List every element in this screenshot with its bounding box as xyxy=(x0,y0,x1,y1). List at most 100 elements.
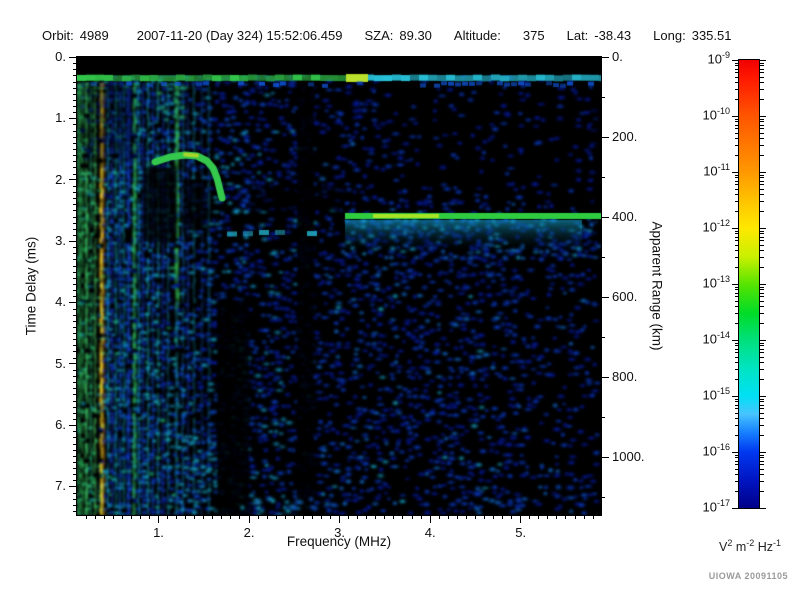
tick xyxy=(366,515,368,519)
tick xyxy=(73,406,77,408)
colorbar-tick xyxy=(760,132,764,134)
tick xyxy=(73,87,77,89)
tick xyxy=(302,515,304,519)
header-field-label: Orbit: xyxy=(42,28,74,43)
colorbar-tick xyxy=(734,177,738,179)
colorbar-decade-label: 10-14 xyxy=(702,330,730,347)
tick xyxy=(73,228,77,230)
colorbar-decade-label: 10-10 xyxy=(702,106,730,123)
colorbar-tick xyxy=(760,124,764,126)
tick xyxy=(73,93,77,95)
colorbar-tick xyxy=(734,460,738,462)
tick-label: 2. xyxy=(55,171,66,187)
tick xyxy=(583,515,585,519)
tick xyxy=(601,97,605,98)
tick xyxy=(556,515,558,519)
tick xyxy=(73,480,77,482)
colorbar-tick xyxy=(760,72,764,74)
colorbar-tick xyxy=(734,240,738,242)
colorbar-tick xyxy=(760,339,766,341)
colorbar-decade-label: 10-17 xyxy=(702,498,730,515)
tick xyxy=(73,222,77,224)
colorbar-tick xyxy=(734,174,738,176)
colorbar-tick xyxy=(760,289,764,291)
colorbar-tick xyxy=(734,352,738,354)
colorbar-tick xyxy=(734,313,738,315)
tick xyxy=(73,99,77,101)
header-field: SZA: 89.30 xyxy=(364,28,431,43)
tick xyxy=(266,515,268,519)
tick xyxy=(73,259,77,261)
tick xyxy=(69,179,77,181)
colorbar-tick xyxy=(734,289,738,291)
colorbar-tick xyxy=(734,481,738,483)
colorbar-tick xyxy=(760,227,766,229)
tick xyxy=(73,216,77,218)
colorbar-tick xyxy=(760,230,764,232)
colorbar-tick xyxy=(734,257,738,259)
colorbar-tick xyxy=(734,457,738,459)
tick xyxy=(601,296,609,298)
header-field-value: 335.51 xyxy=(691,28,732,43)
tick xyxy=(85,515,87,519)
colorbar-tick xyxy=(760,82,764,84)
header-field: Altitude: 375 xyxy=(454,28,545,43)
tick xyxy=(592,515,594,519)
colorbar-tick xyxy=(760,457,764,459)
header-field-value: 89.30 xyxy=(399,28,432,43)
colorbar-tick xyxy=(732,451,738,453)
tick xyxy=(73,492,77,494)
colorbar-tick xyxy=(760,118,764,120)
header-field: 2007-11-20 (Day 324) 15:52:06.459 xyxy=(131,28,343,43)
tick xyxy=(94,515,96,519)
tick-label: 1. xyxy=(55,110,66,126)
colorbar-tick xyxy=(760,65,764,67)
colorbar-tick xyxy=(734,132,738,134)
tick xyxy=(393,515,395,519)
tick xyxy=(212,515,214,519)
tick-label: 3. xyxy=(55,233,66,249)
colorbar-tick xyxy=(760,425,764,427)
tick xyxy=(73,376,77,378)
colorbar-tick xyxy=(734,468,738,470)
colorbar-tick xyxy=(760,138,764,140)
tick xyxy=(73,510,77,512)
colorbar-tick xyxy=(734,118,738,120)
colorbar-tick xyxy=(734,124,738,126)
colorbar-tick xyxy=(734,292,738,294)
tick xyxy=(330,515,332,519)
colorbar-tick xyxy=(732,395,738,397)
colorbar-tick xyxy=(734,412,738,414)
tick xyxy=(73,455,77,457)
tick xyxy=(73,161,77,163)
colorbar-tick xyxy=(734,464,738,466)
tick xyxy=(320,515,322,519)
colorbar-tick xyxy=(734,306,738,308)
colorbar-tick xyxy=(760,408,764,410)
colorbar-tick xyxy=(734,68,738,70)
colorbar-tick xyxy=(760,155,764,157)
tick xyxy=(73,265,77,267)
tick xyxy=(601,456,609,458)
tick xyxy=(73,351,77,353)
tick xyxy=(348,515,350,519)
colorbar-tick xyxy=(760,323,764,325)
colorbar-tick xyxy=(734,155,738,157)
colorbar-tick xyxy=(760,398,764,400)
colorbar-tick xyxy=(760,348,764,350)
credit-text: UIOWA 20091105 xyxy=(708,571,788,581)
tick xyxy=(73,234,77,236)
tick xyxy=(73,345,77,347)
tick-label: 0. xyxy=(55,49,66,64)
tick xyxy=(73,112,77,114)
tick xyxy=(194,515,196,519)
colorbar-tick xyxy=(760,468,764,470)
colorbar-tick xyxy=(760,174,764,176)
tick xyxy=(73,130,77,132)
tick xyxy=(69,56,77,58)
colorbar-tick xyxy=(734,348,738,350)
tick xyxy=(284,515,286,519)
colorbar-tick xyxy=(760,211,764,213)
colorbar-tick xyxy=(734,286,738,288)
colorbar-tick xyxy=(734,342,738,344)
